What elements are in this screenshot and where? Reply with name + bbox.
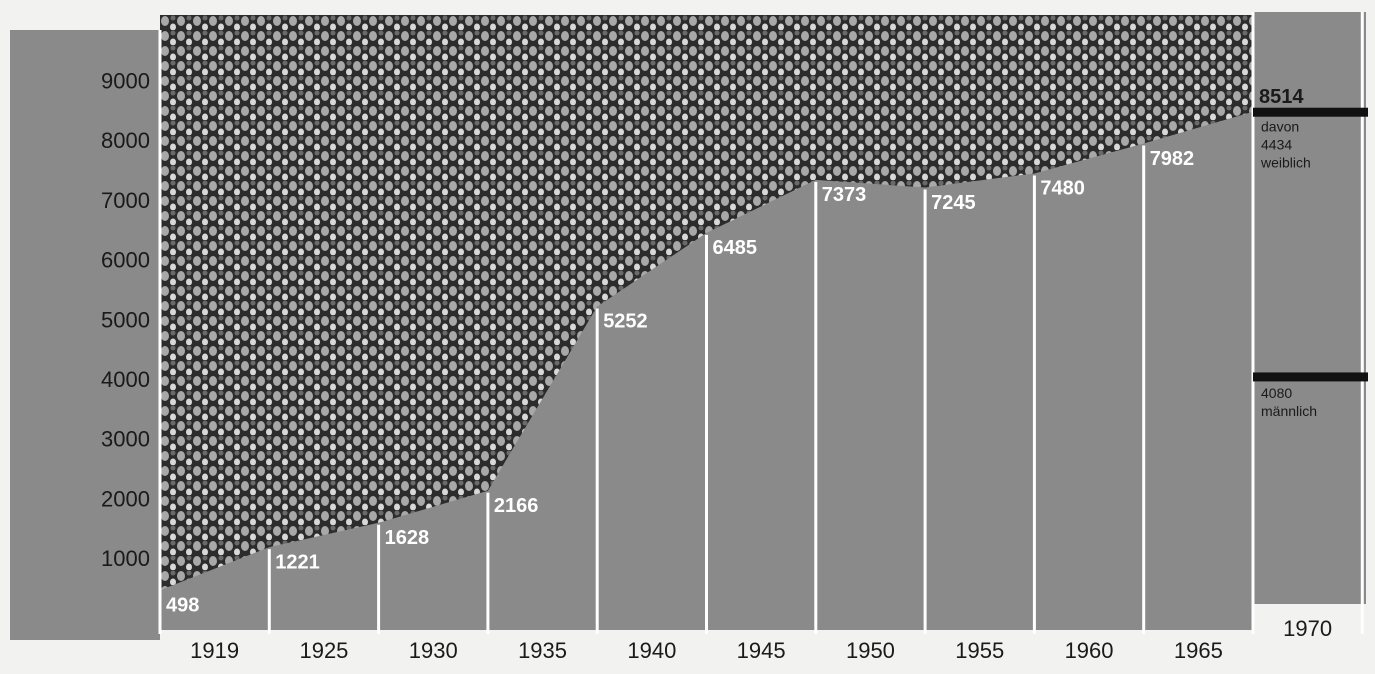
x-tick-label: 1970 bbox=[1283, 616, 1332, 641]
y-tick-label: 4000 bbox=[101, 367, 150, 392]
value-label: 7245 bbox=[931, 192, 976, 214]
x-tick-label: 1919 bbox=[190, 638, 239, 663]
x-tick-label: 1930 bbox=[409, 638, 458, 663]
y-tick-label: 2000 bbox=[101, 486, 150, 511]
value-label: 1628 bbox=[385, 527, 430, 549]
value-label: 498 bbox=[166, 595, 199, 617]
y-tick-label: 6000 bbox=[101, 248, 150, 273]
value-label: 7480 bbox=[1040, 178, 1085, 200]
x-tick-label: 1950 bbox=[846, 638, 895, 663]
male-label: männlich bbox=[1261, 403, 1317, 419]
value-label: 5252 bbox=[603, 311, 648, 333]
value-label: 8514 bbox=[1259, 86, 1304, 108]
value-label: 1221 bbox=[275, 551, 320, 573]
x-tick-label: 1955 bbox=[955, 638, 1004, 663]
value-label: 2166 bbox=[494, 495, 539, 517]
y-tick-label: 1000 bbox=[101, 546, 150, 571]
y-tick-label: 5000 bbox=[101, 307, 150, 332]
female-value: 4434 bbox=[1261, 136, 1292, 152]
x-tick-label: 1940 bbox=[627, 638, 676, 663]
value-label: 7373 bbox=[822, 184, 867, 206]
y-tick-label: 3000 bbox=[101, 427, 150, 452]
x-tick-label: 1960 bbox=[1065, 638, 1114, 663]
value-label: 7982 bbox=[1150, 148, 1195, 170]
x-tick-label: 1935 bbox=[518, 638, 567, 663]
x-tick-label: 1945 bbox=[737, 638, 786, 663]
female-label: weiblich bbox=[1260, 154, 1311, 170]
y-tick-label: 9000 bbox=[101, 69, 150, 94]
male-bar bbox=[1253, 372, 1368, 381]
y-tick-label: 8000 bbox=[101, 128, 150, 153]
breakdown-intro: davon bbox=[1261, 118, 1299, 134]
total-bar bbox=[1253, 108, 1368, 117]
chart: 1000 2000 3000 4000 5000 6000 7000 8000 9000 1919… bbox=[0, 0, 1375, 674]
value-label: 6485 bbox=[713, 237, 758, 259]
male-value: 4080 bbox=[1261, 385, 1292, 401]
y-tick-label: 7000 bbox=[101, 188, 150, 213]
x-tick-label: 1925 bbox=[299, 638, 348, 663]
x-tick-label: 1965 bbox=[1174, 638, 1223, 663]
